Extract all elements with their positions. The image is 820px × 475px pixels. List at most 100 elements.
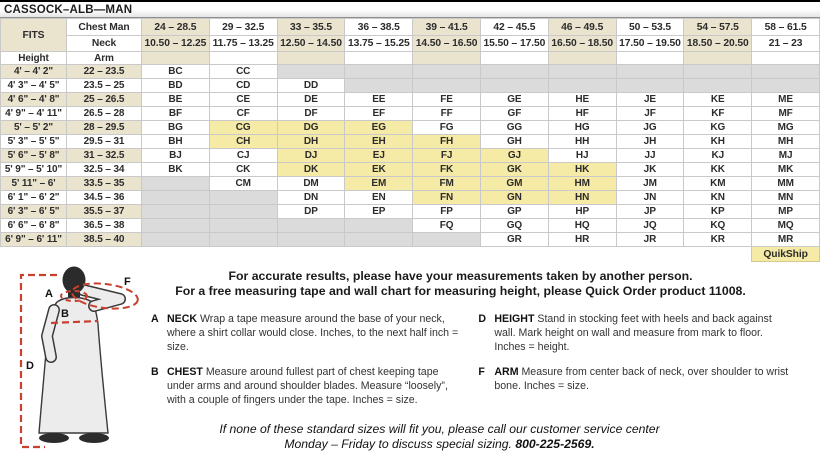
size-cell: MR (751, 232, 820, 247)
chest-measure-line (50, 319, 99, 325)
size-cell: FG (412, 120, 481, 135)
size-cell: BH (141, 134, 210, 149)
size-cell: DD (276, 78, 346, 93)
neck-range-cell: 13.75 – 15.25 (344, 35, 414, 52)
size-cell: EJ (344, 148, 414, 163)
size-cell: KG (683, 120, 753, 135)
size-cell-unavailable (276, 218, 346, 233)
size-cell: MQ (751, 218, 820, 233)
header-spacer-cell (344, 51, 414, 65)
size-cell: GE (479, 92, 549, 107)
instruction-text: Stand in stocking feet with heels and ba… (494, 312, 772, 353)
arm-cell: 36.5 – 38 (66, 218, 142, 233)
special-sizing-footer: If none of these standard sizes will fit… (147, 422, 820, 454)
height-cell: 6' 9" – 6' 11" (0, 232, 67, 247)
size-cell: DM (276, 176, 346, 191)
size-cell: FH (412, 134, 481, 149)
size-cell-unavailable (276, 64, 346, 79)
figure-label-arm: F (124, 276, 131, 288)
size-cell-unavailable (751, 64, 820, 79)
instruction-text: Measure from center back of neck, over s… (494, 365, 789, 392)
size-cell: BJ (141, 148, 210, 163)
lower-section: A B D F For accurate results, please hav… (0, 266, 820, 463)
size-cell: HP (547, 204, 617, 219)
size-cell-unavailable (344, 232, 414, 247)
size-cell: DJ (276, 148, 346, 163)
neck-range-cell: 15.50 – 17.50 (479, 35, 549, 52)
size-cell: MN (751, 190, 820, 205)
size-cell-unavailable (547, 64, 617, 79)
size-cell: BC (141, 64, 210, 79)
neck-label: Neck (66, 35, 142, 52)
size-cell: HM (547, 176, 617, 191)
size-cell: KQ (683, 218, 753, 233)
instructions: A NECK Wrap a tape measure around the ba… (147, 313, 820, 408)
arm-header: Arm (66, 51, 142, 65)
quikship-legend-cell: QuikShip (751, 246, 820, 262)
size-cell: BF (141, 106, 210, 121)
size-cell: KK (683, 162, 753, 177)
instruction-text: Wrap a tape measure around the base of y… (167, 312, 459, 353)
size-cell: KH (683, 134, 753, 149)
size-cell-unavailable (479, 78, 549, 93)
cassock-figure: A B D F (0, 266, 147, 463)
height-cell: 4' – 4' 2" (0, 64, 67, 79)
chest-range-cell: 36 – 38.5 (344, 18, 414, 36)
size-cell: FK (412, 162, 481, 177)
size-cell: HH (547, 134, 617, 149)
instruction-chest: B CHEST Measure around fullest part of c… (151, 366, 460, 408)
size-cell: JF (615, 106, 685, 121)
size-cell: HK (547, 162, 617, 177)
size-cell: HJ (547, 148, 617, 163)
size-cell-unavailable (208, 218, 278, 233)
size-cell-unavailable (276, 232, 346, 247)
size-cell: GN (479, 190, 549, 205)
size-cell: DE (276, 92, 346, 107)
arm-measure-line (71, 282, 139, 310)
page-title: CASSOCK–ALB—MAN (0, 0, 820, 18)
neck-range-cell: 12.50 – 14.50 (276, 35, 346, 52)
head (62, 266, 86, 297)
size-table: FITS Chest Man 24 – 28.5 29 – 32.5 33 – 35.5… (0, 18, 820, 262)
size-cell: HE (547, 92, 617, 107)
chest-range-cell: 58 – 61.5 (751, 18, 820, 36)
instruction-term: CHEST (167, 365, 203, 378)
shoes (39, 433, 109, 443)
header-spacer-cell (547, 51, 617, 65)
arm-cell: 28 – 29.5 (66, 120, 142, 135)
size-cell: MF (751, 106, 820, 121)
size-cell-unavailable (141, 232, 210, 247)
arm-cell: 22 – 23.5 (66, 64, 142, 79)
size-cell: GK (479, 162, 549, 177)
size-cell: DK (276, 162, 346, 177)
size-cell: FJ (412, 148, 481, 163)
arm-cell: 31 – 32.5 (66, 148, 142, 163)
instruction-term: NECK (167, 312, 198, 325)
chest-range-cell: 39 – 41.5 (412, 18, 481, 36)
size-cell: KM (683, 176, 753, 191)
size-cell: BD (141, 78, 210, 93)
height-cell: 5' 6" – 5' 8" (0, 148, 67, 163)
size-cell: KF (683, 106, 753, 121)
size-cell: EF (344, 106, 414, 121)
arm-cell: 38.5 – 40 (66, 232, 142, 247)
size-cell: FM (412, 176, 481, 191)
size-cell: GP (479, 204, 549, 219)
instruction-term: ARM (494, 365, 519, 378)
size-cell: GF (479, 106, 549, 121)
size-cell: MJ (751, 148, 820, 163)
size-cell: DH (276, 134, 346, 149)
height-cell: 6' 6" – 6' 8" (0, 218, 67, 233)
size-cell: GH (479, 134, 549, 149)
neck-range-cell: 11.75 – 13.25 (208, 35, 278, 52)
chest-range-cell: 24 – 28.5 (141, 18, 210, 36)
size-cell: CK (208, 162, 278, 177)
header-spacer-cell (276, 51, 346, 65)
neck-range-cell: 10.50 – 12.25 (141, 35, 210, 52)
height-cell: 4' 3" – 4' 5" (0, 78, 67, 93)
size-cell-unavailable (751, 78, 820, 93)
size-cell: GR (479, 232, 549, 247)
size-cell: GM (479, 176, 549, 191)
size-cell-unavailable (412, 64, 481, 79)
